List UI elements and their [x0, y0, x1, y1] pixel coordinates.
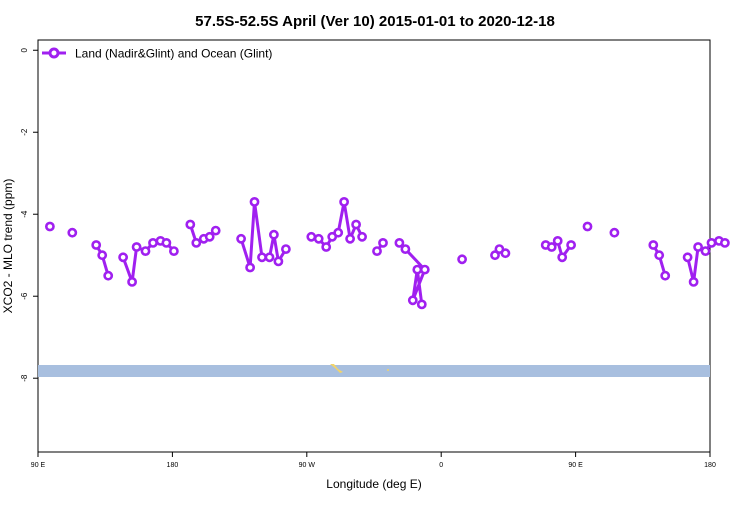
series-line	[652, 244, 667, 277]
series-line	[94, 244, 110, 277]
data-point	[67, 227, 78, 238]
data-point	[557, 252, 568, 263]
data-point	[118, 252, 128, 263]
data-point	[191, 237, 202, 248]
data-point	[660, 270, 671, 281]
data-point	[91, 240, 102, 250]
data-point	[236, 233, 246, 244]
x-tick-label: 180	[704, 462, 716, 469]
data-point	[378, 237, 388, 248]
data-point	[264, 252, 275, 263]
data-point	[412, 264, 423, 275]
data-point	[416, 299, 427, 310]
axes: 90 E 180 90 W 0 90 E 180 0 -2 -4 -6 -8	[20, 47, 716, 469]
data-point	[131, 242, 142, 252]
data-point	[357, 231, 367, 242]
x-tick-label: 90 E	[31, 462, 46, 469]
data-point	[161, 237, 172, 248]
data-point	[103, 270, 114, 281]
data-point	[280, 244, 291, 254]
data-point	[321, 242, 332, 252]
ice-dot	[387, 369, 389, 371]
data-point	[546, 242, 557, 252]
data-point	[333, 227, 344, 238]
data-point	[148, 237, 158, 248]
series-line	[686, 246, 700, 284]
y-tick-label: -4	[20, 210, 29, 218]
x-axis-label: Longitude (deg E)	[326, 477, 421, 491]
legend-label: Land (Nadir&Glint) and Ocean (Glint)	[75, 47, 272, 61]
data-point	[609, 227, 620, 238]
data-point	[400, 244, 411, 254]
data-point	[500, 248, 511, 259]
data-point	[97, 250, 108, 261]
x-tick-label: 180	[167, 462, 179, 469]
data-point	[306, 231, 317, 242]
x-tick-label: 90 W	[299, 462, 316, 469]
data-point	[688, 276, 699, 287]
data-point	[268, 229, 279, 240]
data-point	[140, 246, 151, 256]
ice-patch	[330, 364, 343, 373]
data-point	[394, 237, 405, 248]
data-point	[700, 246, 711, 256]
y-tick-label: -2	[20, 128, 29, 136]
data-point	[127, 276, 137, 287]
y-tick-label: 0	[20, 47, 29, 52]
legend-marker	[48, 47, 60, 59]
data-point	[693, 242, 703, 252]
data-point	[245, 262, 255, 273]
data-point	[407, 295, 418, 306]
data-point	[372, 246, 382, 256]
data-point	[419, 264, 430, 275]
data-point	[490, 250, 500, 261]
landmass-band	[38, 365, 710, 377]
data-point	[168, 246, 179, 256]
x-tick-label: 0	[439, 462, 443, 469]
data-point	[582, 221, 593, 232]
data-point	[706, 237, 717, 248]
data-point	[654, 250, 665, 261]
legend: Land (Nadir&Glint) and Ocean (Glint)	[42, 47, 272, 61]
data-point	[210, 225, 221, 236]
data-point	[566, 240, 576, 250]
data-point	[45, 221, 55, 232]
data-point	[682, 252, 693, 263]
y-tick-label: -8	[20, 374, 29, 382]
data-point	[185, 219, 196, 230]
data-point	[648, 240, 659, 250]
y-tick-label: -6	[20, 292, 29, 300]
data-point	[257, 252, 267, 263]
x-tick-label: 90 E	[568, 462, 583, 469]
data-point	[345, 233, 355, 244]
chart-title: 57.5S-52.5S April (Ver 10) 2015-01-01 to…	[195, 13, 555, 30]
landmass-layer	[38, 364, 710, 377]
data-point	[273, 256, 284, 267]
data-point	[313, 233, 324, 244]
data-point	[339, 196, 349, 207]
data-point	[204, 231, 215, 242]
data-point	[249, 196, 260, 207]
y-axis-label: XCO2 - MLO trend (ppm)	[1, 179, 15, 314]
series-layer	[45, 196, 730, 310]
data-point	[457, 254, 467, 265]
data-point	[552, 235, 563, 246]
data-point	[720, 237, 730, 248]
data-point	[351, 219, 361, 230]
